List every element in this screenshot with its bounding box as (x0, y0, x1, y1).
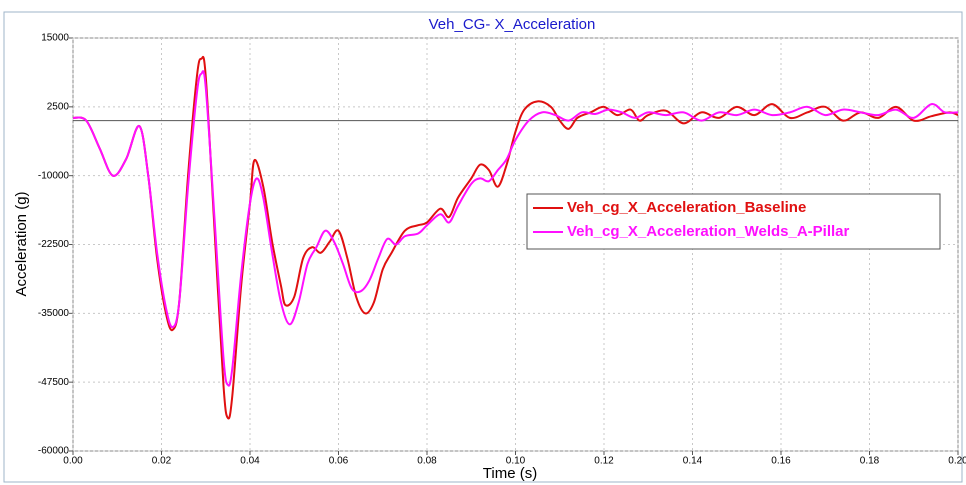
y-tick-label: -35000 (38, 308, 70, 319)
x-tick-label: 0.10 (506, 456, 526, 467)
x-tick-label: 0.20 (948, 456, 966, 467)
legend-label: Veh_cg_X_Acceleration_Baseline (567, 199, 806, 216)
x-tick-label: 0.06 (329, 456, 349, 467)
x-tick-label: 0.16 (771, 456, 791, 467)
x-tick-label: 0.14 (683, 456, 703, 467)
y-tick-label: -47500 (38, 377, 70, 388)
legend-label: Veh_cg_X_Acceleration_Welds_A-Pillar (567, 223, 850, 240)
y-axis-label: Acceleration (g) (13, 191, 30, 296)
legend-box (526, 193, 941, 250)
x-tick-label: 0.18 (860, 456, 880, 467)
x-tick-label: 0.02 (152, 456, 172, 467)
data-line (73, 70, 958, 387)
y-tick-label: -60000 (38, 446, 70, 457)
y-tick-label: -10000 (38, 170, 70, 181)
x-tick-label: 0.04 (240, 456, 260, 467)
y-tick-label: 15000 (41, 33, 69, 44)
x-axis-label: Time (s) (483, 465, 537, 482)
y-tick-label: 2500 (47, 101, 70, 112)
x-tick-label: 0.00 (63, 456, 83, 467)
x-tick-label: 0.12 (594, 456, 614, 467)
x-tick-label: 0.08 (417, 456, 437, 467)
chart-title: Veh_CG- X_Acceleration (429, 16, 596, 33)
y-tick-label: -22500 (38, 239, 70, 250)
